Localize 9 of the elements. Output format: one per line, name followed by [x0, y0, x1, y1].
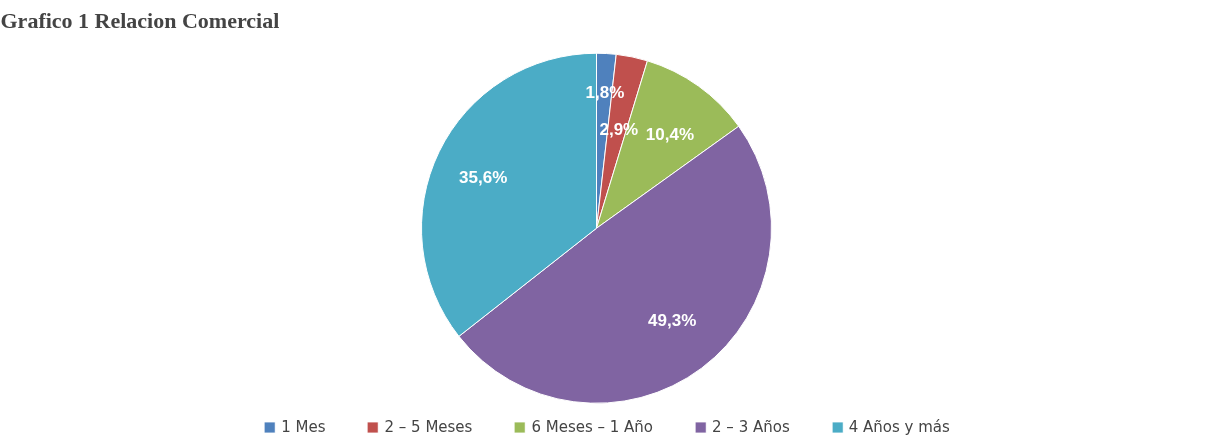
- legend-label: 2 – 5 Meses: [384, 418, 473, 436]
- legend-label: 4 Años y más: [848, 418, 950, 436]
- data-label: 10,4%: [645, 124, 695, 144]
- data-label: 35,6%: [459, 168, 508, 188]
- legend-label: 2 – 3 Años: [712, 418, 790, 436]
- data-label: 49,3%: [648, 311, 697, 331]
- legend-label: 6 Meses – 1 Año: [531, 418, 654, 436]
- legend-label: 1 Mes: [281, 418, 326, 436]
- chart-title: Grafico 1 Relacion Comercial: [0, 7, 280, 33]
